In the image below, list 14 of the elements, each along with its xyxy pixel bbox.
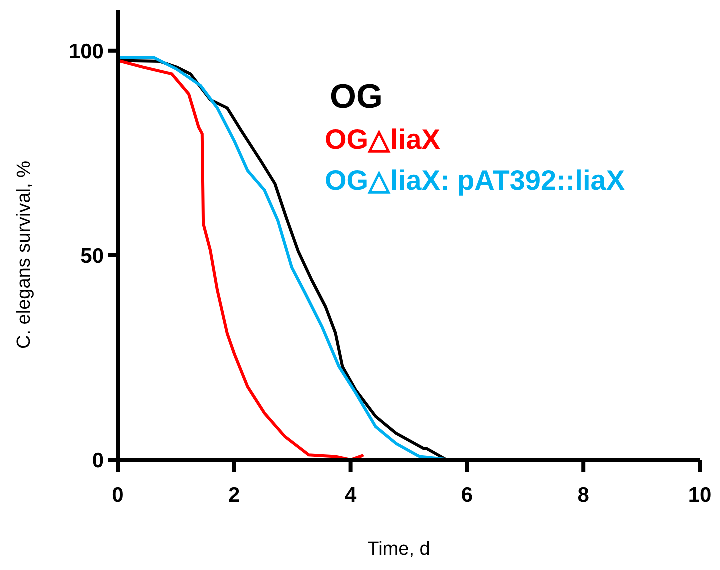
y-tick-label: 50 <box>80 244 104 268</box>
x-tick-label: 4 <box>344 484 357 507</box>
series-label: OG△liaX: pAT392::liaX <box>325 165 626 196</box>
x-tick-label: 0 <box>112 484 124 507</box>
x-tick-label: 10 <box>688 484 712 507</box>
y-axis-title: C. elegans survival, % <box>14 160 35 349</box>
text: OG△liaX <box>325 124 441 155</box>
y-tick-label: 100 <box>68 40 104 64</box>
y-tick-label: 0 <box>92 449 104 472</box>
x-tick-label: 2 <box>228 484 240 507</box>
x-axis-title: Time, d <box>368 539 430 560</box>
text: OG <box>330 78 383 116</box>
x-tick-label: 8 <box>578 484 590 507</box>
x-tick-label: 6 <box>461 484 474 507</box>
